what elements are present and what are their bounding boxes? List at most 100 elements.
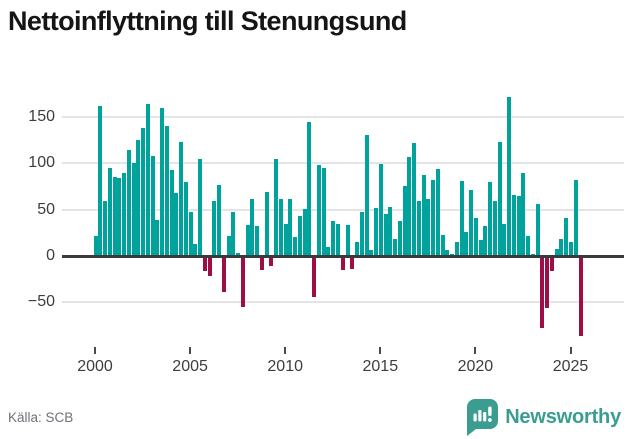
bar — [164, 126, 169, 256]
bar — [112, 177, 117, 256]
x-tick-mark — [379, 347, 382, 354]
bar — [402, 186, 407, 256]
bar — [578, 257, 583, 337]
bar — [412, 142, 417, 256]
x-tick-mark — [189, 347, 192, 354]
bar — [103, 201, 107, 256]
bar — [183, 181, 188, 256]
bar — [264, 192, 269, 256]
bar — [316, 165, 321, 256]
bar — [545, 257, 550, 308]
x-tick-label: 2010 — [267, 358, 303, 375]
bar — [340, 257, 345, 271]
gridline — [62, 115, 624, 118]
bar — [521, 172, 526, 256]
bar — [549, 257, 554, 272]
bar — [350, 257, 355, 269]
newsworthy-bubble-chart-icon — [467, 399, 499, 436]
bar — [93, 235, 98, 256]
bar — [369, 250, 374, 256]
bar — [440, 234, 445, 256]
bar — [345, 225, 350, 256]
bar — [126, 150, 131, 256]
bar — [540, 257, 545, 328]
bar — [407, 156, 412, 256]
bar — [122, 172, 127, 256]
bar — [226, 235, 231, 256]
bar — [469, 190, 474, 256]
bar — [421, 175, 426, 256]
bar — [378, 164, 383, 256]
y-tick-label: −50 — [27, 293, 55, 311]
bar — [255, 226, 260, 256]
gridline — [62, 208, 624, 211]
bar — [516, 195, 521, 256]
bar — [364, 135, 369, 256]
bar — [488, 181, 493, 256]
y-tick-label: 100 — [28, 154, 55, 172]
x-tick-mark — [284, 347, 287, 354]
bar — [207, 257, 212, 277]
x-tick-mark — [94, 347, 96, 354]
bar — [117, 178, 122, 256]
bar — [302, 208, 307, 256]
bar — [293, 237, 298, 256]
bar — [426, 199, 431, 256]
bar — [160, 107, 165, 256]
bar — [331, 220, 336, 256]
bar — [464, 231, 469, 256]
newsworthy-logo: Newsworthy — [467, 399, 621, 436]
bar — [202, 257, 207, 272]
bar — [312, 257, 317, 298]
bar — [416, 201, 421, 256]
bar — [526, 235, 531, 256]
bar — [393, 239, 398, 256]
bar — [236, 253, 241, 256]
bar — [507, 97, 512, 256]
bar — [269, 257, 274, 266]
x-tick-mark — [569, 347, 572, 354]
bar — [136, 140, 141, 256]
bar — [374, 207, 379, 256]
bar — [336, 223, 340, 256]
bar — [231, 212, 236, 256]
bar — [497, 141, 502, 256]
bar — [131, 163, 136, 256]
bar — [221, 257, 226, 292]
bar — [431, 179, 436, 256]
bar — [250, 198, 255, 256]
bar — [397, 220, 402, 256]
bar — [145, 103, 150, 256]
bar — [283, 224, 288, 256]
source-label: Källa: SCB — [8, 410, 74, 425]
bar — [359, 212, 364, 256]
x-tick-label: 2005 — [172, 358, 208, 375]
gridline — [62, 162, 624, 165]
bar — [321, 167, 326, 256]
bar — [198, 158, 203, 256]
bar — [169, 169, 174, 256]
bar — [554, 248, 559, 256]
bar — [288, 198, 293, 256]
bar — [459, 180, 464, 256]
bar — [511, 194, 516, 256]
bar — [98, 105, 103, 256]
y-tick-label: 50 — [37, 200, 55, 218]
x-tick-label: 2000 — [77, 358, 113, 375]
y-tick-label: 0 — [46, 247, 55, 264]
bar — [141, 128, 146, 256]
bar — [564, 217, 569, 256]
bar — [107, 167, 112, 256]
bar — [445, 249, 450, 256]
y-tick-label: 150 — [28, 107, 55, 125]
bar — [388, 206, 393, 256]
x-tick-label: 2025 — [552, 358, 589, 375]
x-tick-label: 2020 — [457, 358, 494, 375]
bar — [150, 155, 155, 256]
bar — [259, 257, 264, 270]
bar — [217, 184, 222, 256]
bar — [573, 179, 578, 256]
bar — [278, 198, 283, 256]
bar — [240, 257, 245, 307]
